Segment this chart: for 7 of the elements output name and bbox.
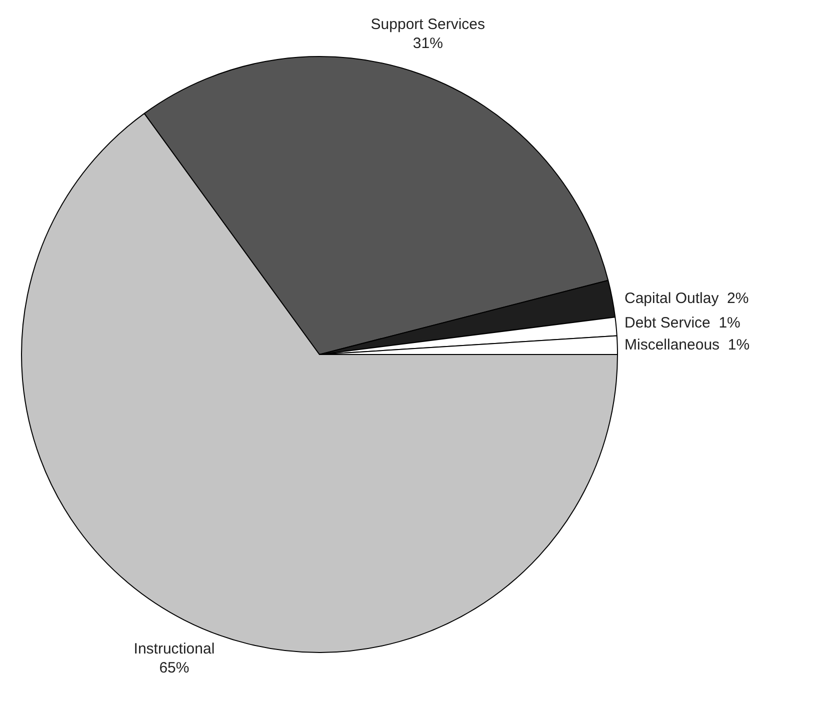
slice-label: Instructional: [134, 640, 215, 658]
slice-label: Support Services: [370, 16, 486, 34]
data-label: 65%: [159, 659, 190, 676]
slice-label: Debt Service 1%: [624, 314, 740, 332]
slice-label: Capital Outlay 2%: [624, 290, 749, 307]
data-label: 31%: [412, 35, 443, 52]
slice-label: Miscellaneous 1%: [624, 336, 750, 354]
